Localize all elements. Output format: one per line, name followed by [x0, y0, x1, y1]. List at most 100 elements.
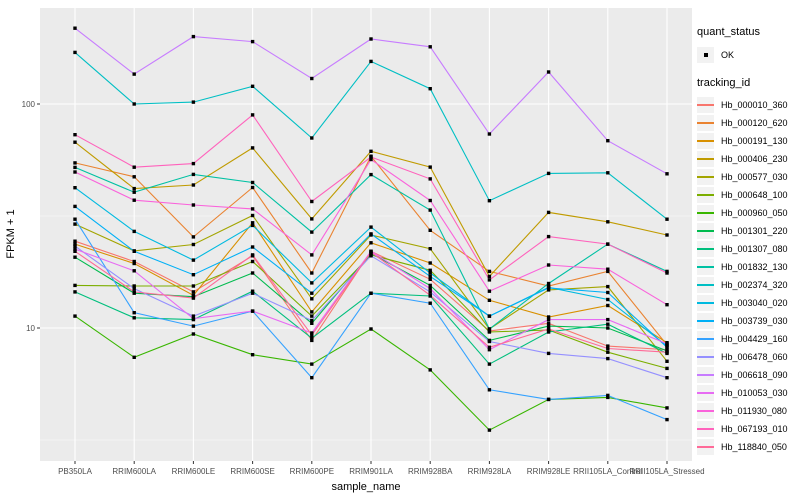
- data-point: [606, 317, 610, 322]
- legend-item-Hb_002374_320: Hb_002374_320: [697, 276, 800, 294]
- data-point: [250, 289, 255, 293]
- x-tick-label: PB350LA: [58, 467, 92, 476]
- data-point: [132, 355, 136, 359]
- data-point: [310, 310, 314, 314]
- legend-item-label: Hb_001832_130: [721, 262, 788, 272]
- data-point: [369, 157, 373, 162]
- legend-item-label: OK: [721, 50, 735, 60]
- data-point: [310, 338, 314, 343]
- data-point: [73, 170, 77, 174]
- data-point: [487, 298, 492, 302]
- legend-item-Hb_004429_160: Hb_004429_160: [697, 330, 800, 348]
- data-point: [546, 288, 551, 292]
- data-point: [132, 269, 136, 273]
- legend-item-label: Hb_118840_050: [721, 442, 787, 452]
- legend-item-label: Hb_000120_620: [721, 118, 788, 128]
- data-point: [665, 376, 669, 380]
- data-point: [487, 269, 492, 274]
- data-point: [310, 271, 314, 275]
- y-tick-label: 10: [26, 324, 35, 333]
- data-point: [250, 253, 255, 257]
- legend-item-Hb_001307_080: Hb_001307_080: [697, 240, 800, 258]
- data-point: [487, 278, 492, 282]
- data-point: [73, 222, 77, 226]
- data-point: [250, 271, 255, 275]
- data-point: [310, 199, 314, 204]
- data-point: [606, 356, 610, 361]
- data-point: [369, 327, 373, 331]
- data-point: [310, 333, 314, 337]
- data-point: [132, 286, 136, 291]
- data-point: [250, 146, 255, 150]
- data-point: [73, 140, 77, 144]
- data-point: [665, 359, 669, 363]
- data-point: [428, 208, 432, 212]
- line-swatch-icon: [697, 439, 714, 455]
- line-swatch-icon: [697, 151, 714, 167]
- data-point: [310, 321, 314, 325]
- data-point: [546, 397, 551, 402]
- data-point: [310, 331, 314, 335]
- legend-item-label: Hb_000960_050: [721, 208, 788, 218]
- line-swatch-icon: [697, 313, 714, 329]
- data-point: [132, 165, 136, 169]
- data-point: [191, 273, 196, 277]
- data-point: [546, 210, 551, 215]
- data-point: [606, 350, 610, 354]
- data-point: [606, 220, 610, 224]
- legend-item-Hb_000406_230: Hb_000406_230: [697, 150, 800, 168]
- legend-item-label: Hb_067193_010: [721, 424, 788, 434]
- line-swatch-icon: [697, 205, 714, 221]
- legend-item-label: Hb_000010_360: [721, 100, 788, 110]
- data-point: [546, 234, 551, 239]
- data-point: [73, 217, 77, 221]
- legend-item-Hb_000191_130: Hb_000191_130: [697, 132, 800, 150]
- data-point: [73, 186, 77, 190]
- data-point: [606, 171, 610, 175]
- quant-status-legend-title: quant_status: [697, 26, 760, 38]
- line-swatch-icon: [697, 97, 714, 113]
- data-point: [310, 318, 314, 323]
- data-point: [606, 242, 610, 246]
- data-point: [369, 59, 373, 64]
- legend: quant_status OK tracking_id Hb_000010_36…: [697, 26, 800, 456]
- data-point: [546, 321, 551, 325]
- legend-item-label: Hb_000406_230: [721, 154, 788, 164]
- data-point: [250, 207, 255, 211]
- legend-item-Hb_001301_220: Hb_001301_220: [697, 222, 800, 240]
- data-point: [665, 217, 669, 221]
- data-point: [191, 235, 196, 239]
- data-point: [73, 239, 77, 243]
- data-point: [310, 230, 314, 234]
- data-point: [250, 259, 255, 264]
- data-point: [369, 291, 373, 295]
- data-point: [487, 199, 492, 203]
- data-point: [310, 362, 314, 366]
- data-point: [369, 250, 373, 254]
- x-tick-label: RRIM928LA: [468, 467, 512, 476]
- data-point: [132, 186, 136, 191]
- data-point: [132, 198, 136, 202]
- data-point: [546, 351, 551, 356]
- line-swatch-icon: [697, 295, 714, 311]
- line-swatch-icon: [697, 241, 714, 257]
- legend-item-Hb_000120_620: Hb_000120_620: [697, 114, 800, 132]
- data-point: [428, 293, 432, 297]
- data-point: [73, 283, 77, 288]
- data-point: [191, 183, 196, 187]
- data-point: [606, 284, 610, 289]
- axis-layer: PB350LA RRIM600LA RRIM600LE RRIM600SE RRIM60…: [22, 100, 705, 476]
- data-point: [191, 172, 196, 177]
- data-point: [546, 315, 551, 319]
- data-point: [546, 317, 551, 322]
- x-tick-label: RRIM901LA: [349, 467, 393, 476]
- data-point: [310, 291, 314, 295]
- data-point: [132, 102, 136, 106]
- data-point: [310, 253, 314, 257]
- data-point: [546, 286, 551, 290]
- data-point: [428, 261, 432, 265]
- data-point: [73, 165, 77, 170]
- data-point: [191, 242, 196, 247]
- x-tick-label: RRII105LA_Stressed: [629, 467, 704, 476]
- legend-item-Hb_000010_360: Hb_000010_360: [697, 96, 800, 114]
